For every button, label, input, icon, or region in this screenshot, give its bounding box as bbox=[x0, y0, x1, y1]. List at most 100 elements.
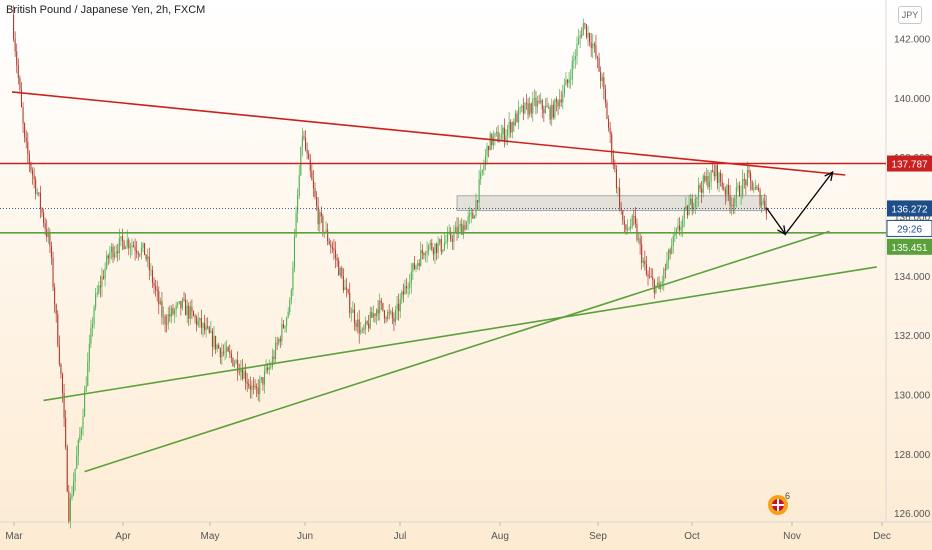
currency-button[interactable]: JPY bbox=[898, 6, 922, 24]
candle-body bbox=[55, 304, 57, 315]
candle-body bbox=[271, 356, 273, 367]
candle-body bbox=[718, 172, 720, 183]
candle-body bbox=[104, 268, 106, 279]
y-tick-label: 134.000 bbox=[894, 272, 931, 283]
candle-body bbox=[54, 287, 56, 305]
candle-body bbox=[349, 292, 351, 314]
candle-body bbox=[661, 281, 663, 285]
candle-body bbox=[24, 123, 26, 138]
candle-body bbox=[222, 351, 225, 353]
candle-body bbox=[256, 386, 258, 389]
candle-body bbox=[407, 287, 409, 289]
candle-body bbox=[224, 351, 226, 353]
candle-body bbox=[680, 227, 682, 230]
candle-body bbox=[290, 290, 292, 300]
candle-body bbox=[581, 34, 583, 36]
candle-body bbox=[328, 241, 330, 245]
candle-body bbox=[237, 360, 239, 372]
candle-body bbox=[47, 233, 49, 238]
candle-body bbox=[295, 213, 297, 237]
candle-body bbox=[619, 187, 621, 208]
candle-body bbox=[158, 291, 160, 305]
candle-body bbox=[642, 260, 644, 263]
candle-body bbox=[229, 351, 231, 354]
trendline bbox=[84, 230, 830, 473]
candle-body bbox=[535, 97, 537, 107]
candle-body bbox=[405, 286, 408, 289]
candle-body bbox=[584, 23, 586, 25]
candle-body bbox=[688, 204, 690, 216]
candle-body bbox=[554, 99, 556, 118]
candle-body bbox=[202, 323, 204, 328]
candle-body bbox=[729, 194, 731, 206]
candle-body bbox=[115, 251, 117, 254]
candle-body bbox=[287, 312, 289, 318]
candle-body bbox=[379, 300, 381, 314]
candle-body bbox=[74, 468, 76, 482]
candle-body bbox=[412, 263, 414, 273]
candle-body bbox=[177, 303, 179, 306]
candle-body bbox=[519, 107, 521, 109]
candle-body bbox=[137, 252, 139, 255]
candle-body bbox=[169, 314, 171, 317]
candle-body bbox=[614, 164, 616, 170]
candle-body bbox=[606, 102, 608, 119]
candle-body bbox=[593, 43, 595, 46]
candle-body bbox=[571, 60, 573, 80]
candle-body bbox=[617, 187, 619, 189]
candle-body bbox=[233, 363, 236, 367]
y-tick-label: 126.000 bbox=[894, 509, 931, 520]
candle-body bbox=[66, 447, 68, 492]
candle-body bbox=[286, 317, 288, 326]
candle-body bbox=[129, 247, 131, 249]
candle-body bbox=[376, 309, 378, 317]
candle-body bbox=[35, 179, 37, 194]
candle-body bbox=[226, 347, 228, 352]
candle-body bbox=[334, 250, 337, 259]
candle-body bbox=[413, 263, 415, 270]
candle-body bbox=[162, 316, 165, 318]
candle-body bbox=[314, 188, 316, 197]
candle-body bbox=[227, 347, 229, 352]
candle-body bbox=[63, 392, 65, 418]
candle-body bbox=[251, 385, 253, 390]
candle-body bbox=[41, 208, 43, 213]
candle-body bbox=[99, 285, 101, 288]
candle-body bbox=[578, 38, 580, 45]
candle-body bbox=[634, 216, 636, 224]
candle-body bbox=[702, 175, 704, 193]
candle-body bbox=[114, 253, 116, 258]
candle-body bbox=[284, 325, 286, 328]
candle-body bbox=[573, 58, 575, 61]
candle-body bbox=[511, 122, 513, 133]
candle-body bbox=[336, 258, 338, 261]
candle-body bbox=[383, 310, 386, 319]
candle-body bbox=[426, 251, 428, 254]
candle-body bbox=[555, 99, 558, 102]
candle-body bbox=[342, 276, 344, 290]
candle-body bbox=[690, 198, 692, 205]
candle-body bbox=[181, 298, 183, 309]
y-tick-label: 142.000 bbox=[894, 35, 931, 46]
candle-body bbox=[200, 317, 202, 328]
candle-body bbox=[521, 105, 523, 108]
candle-body bbox=[715, 165, 717, 177]
candle-body bbox=[322, 216, 324, 233]
candle-body bbox=[404, 286, 406, 295]
candle-body bbox=[530, 103, 532, 114]
candle-body bbox=[754, 187, 756, 190]
candle-body bbox=[139, 254, 141, 256]
candle-body bbox=[544, 105, 546, 113]
candle-body bbox=[68, 491, 70, 522]
candle-body bbox=[84, 390, 86, 417]
candle-body bbox=[742, 179, 744, 196]
candle-body bbox=[308, 153, 310, 160]
candle-body bbox=[232, 357, 234, 367]
candle-body bbox=[192, 311, 195, 317]
candle-body bbox=[495, 131, 498, 134]
candle-body bbox=[357, 319, 359, 328]
candle-body bbox=[734, 198, 736, 206]
candle-body bbox=[263, 371, 266, 385]
